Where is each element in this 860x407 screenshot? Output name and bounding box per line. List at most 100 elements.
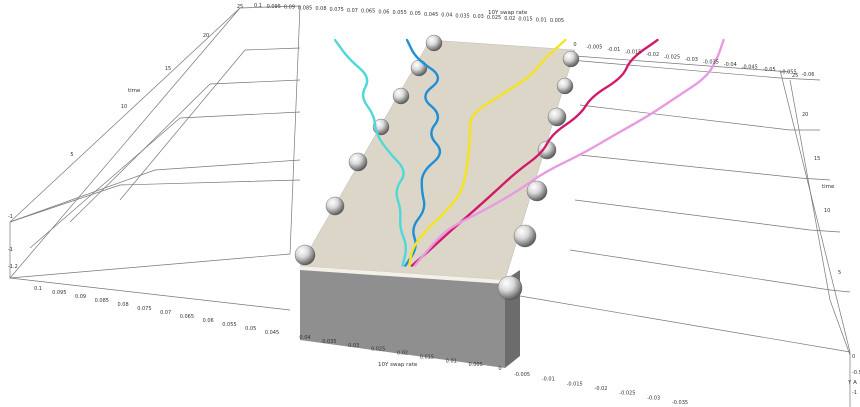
- sphere-marker: [392, 87, 410, 105]
- tick-top-pos: 0.1: [254, 3, 262, 9]
- tick-time-right: 10: [824, 208, 830, 214]
- grid-frames: [9, 5, 851, 407]
- tick-top-pos: 0.005: [550, 18, 564, 24]
- tick-top-pos: 0.02: [504, 16, 515, 22]
- series-line-0: [333, 38, 408, 267]
- tick-bottom-right: -0.01: [542, 377, 555, 383]
- tick-bottom-left: 0.05: [245, 326, 256, 332]
- tick-bottom-center: 0.005: [468, 362, 482, 368]
- tick-y-right: 0: [852, 354, 855, 360]
- tick-top-pos: 0.07: [347, 8, 358, 14]
- tick-bottom-left: 0.09: [75, 294, 86, 300]
- series-line-2: [408, 38, 567, 267]
- tick-bottom-center: 0.04: [299, 335, 310, 341]
- tick-top-pos: 0.025: [487, 15, 501, 21]
- tick-time-left-top: 25: [237, 4, 243, 10]
- tick-top-neg: -0.035: [703, 60, 719, 66]
- tick-y-right: -0.5: [852, 370, 860, 376]
- tick-bottom-left: 0.08: [118, 302, 129, 308]
- sphere-marker: [556, 77, 574, 95]
- sphere-marker: [526, 180, 548, 202]
- tick-top-pos: 0.08: [315, 6, 326, 12]
- tick-bottom-right: -0.03: [647, 395, 660, 401]
- tick-layer: 0.1 0.095 0.09 0.085 0.08 0.075 0.07 0.065 0.06 0…: [8, 3, 860, 406]
- sphere-marker: [562, 50, 580, 68]
- tick-top-neg: -0.005: [586, 45, 602, 51]
- tick-bottom-left: 0.055: [222, 322, 236, 328]
- tick-bottom-left: 0.075: [137, 306, 151, 312]
- tick-top-neg: -0.03: [685, 57, 698, 63]
- tick-top-neg: -0.015: [625, 50, 641, 56]
- tick-bottom-right: -0.025: [619, 391, 635, 397]
- series-line-4: [413, 38, 725, 267]
- sphere-marker: [497, 275, 523, 301]
- tick-top-neg: -0.06: [802, 72, 815, 78]
- tick-top-pos: 0.04: [441, 13, 452, 19]
- sphere-markers: [294, 34, 580, 301]
- sphere-marker: [513, 224, 537, 248]
- tick-time-right: 25: [792, 73, 798, 79]
- sphere-marker: [348, 152, 368, 172]
- tick-bottom-left: 0.07: [160, 310, 171, 316]
- tick-bottom-left: 0.065: [180, 314, 194, 320]
- swap-axis-title-bottom: 10Y swap rate: [378, 362, 418, 368]
- sphere-marker: [537, 140, 557, 160]
- tick-y-left: -1: [8, 214, 13, 220]
- tick-time-right: 15: [814, 156, 820, 162]
- tick-bottom-left: 0.045: [265, 330, 279, 336]
- sphere-marker: [547, 107, 567, 127]
- tick-y-left: -1.2: [8, 264, 18, 270]
- tick-top-neg: -0.02: [646, 52, 659, 58]
- tick-time-left: 5: [70, 152, 73, 158]
- tick-bottom-center: 0.03: [348, 343, 359, 349]
- tick-top-neg: -0.04: [724, 62, 737, 68]
- tick-bottom-center: 0.025: [371, 347, 385, 353]
- y-axis-title: Y A: [847, 380, 857, 386]
- tick-bottom-center: 0.02: [397, 351, 408, 357]
- tick-top-pos: 0.085: [298, 5, 312, 11]
- series-line-3: [410, 38, 659, 267]
- tick-bottom-left: 0.1: [34, 286, 42, 292]
- tick-top-pos: 0.065: [361, 9, 375, 15]
- tick-bottom-left: 0.095: [52, 290, 66, 296]
- swap-axis-title-top: 10Y swap rate: [488, 10, 528, 16]
- tick-bottom-right: -0.005: [514, 372, 530, 378]
- sphere-marker: [294, 244, 316, 266]
- tick-top-pos: 0.01: [536, 17, 547, 23]
- tick-time-left: 10: [121, 104, 127, 110]
- tick-bottom-right: -0.015: [567, 381, 583, 387]
- tick-top-neg: -0.025: [664, 55, 680, 61]
- tick-top-pos: 0.075: [330, 7, 344, 13]
- tick-bottom-center: 0.035: [322, 339, 336, 345]
- tick-top-pos: 0.035: [455, 13, 469, 19]
- tick-top-neg: -0.05: [763, 67, 776, 73]
- sphere-marker: [425, 34, 443, 52]
- tick-top-pos: 0.055: [392, 10, 406, 16]
- tick-time-left: 15: [165, 66, 171, 72]
- tick-bottom-right: -0.035: [672, 400, 688, 406]
- tick-y-left: -1: [8, 247, 13, 253]
- tick-bottom-right: -0.02: [595, 386, 608, 392]
- series-layer: [333, 38, 725, 267]
- tick-top-neg: -0.01: [607, 47, 620, 53]
- tick-top-pos: 0.05: [410, 11, 421, 17]
- tick-top-neg: -0.045: [742, 65, 758, 71]
- sphere-marker: [325, 196, 345, 216]
- tick-top-pos: 0.045: [424, 12, 438, 18]
- tick-top-neg: 0: [573, 42, 576, 48]
- tick-top-pos: 0.09: [284, 5, 295, 11]
- tick-bottom-center: 0.01: [446, 358, 457, 364]
- time-axis-title-left: time: [128, 88, 141, 94]
- tick-time-right: 5: [838, 270, 841, 276]
- tick-time-left: 20: [203, 33, 209, 39]
- tick-top-pos: 0.03: [473, 14, 484, 20]
- tick-bottom-left: 0.06: [203, 318, 214, 324]
- tick-top-pos: 0.06: [378, 9, 389, 15]
- tick-time-right: 20: [802, 112, 808, 118]
- series-line-1: [404, 38, 442, 267]
- time-axis-title-right: time: [822, 184, 835, 190]
- tick-y-right: -1: [852, 390, 857, 396]
- tick-top-pos: 0.095: [267, 4, 281, 10]
- sphere-marker: [410, 59, 428, 77]
